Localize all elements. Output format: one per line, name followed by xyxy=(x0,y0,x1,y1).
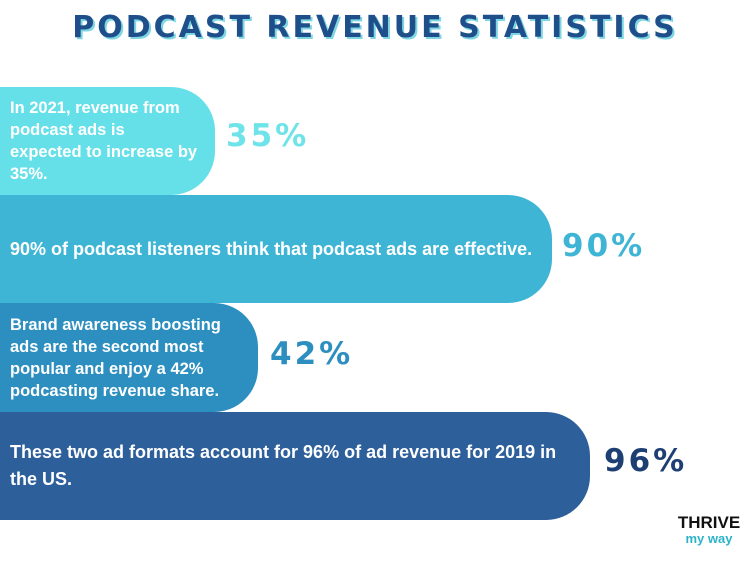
stat-bar-4: These two ad formats account for 96% of … xyxy=(0,412,590,520)
thrive-my-way-logo: THRIVE my way xyxy=(676,514,742,546)
stat-bar-3: Brand awareness boosting ads are the sec… xyxy=(0,303,258,412)
logo-bottom-text: my way xyxy=(685,531,733,546)
stat-value-1: 35% xyxy=(226,118,310,154)
stat-value-2: 90% xyxy=(562,228,646,264)
page-title: PODCAST REVENUE STATISTICS xyxy=(72,10,678,45)
logo-top-text: THRIVE xyxy=(677,513,741,532)
stat-bar-2: 90% of podcast listeners think that podc… xyxy=(0,195,552,303)
stat-value-3: 42% xyxy=(270,336,354,372)
stat-value-4: 96% xyxy=(604,443,688,479)
stat-bar-1-text: In 2021, revenue from podcast ads is exp… xyxy=(10,99,198,183)
stat-bar-1: In 2021, revenue from podcast ads is exp… xyxy=(0,87,215,195)
stat-bar-2-text: 90% of podcast listeners think that podc… xyxy=(10,238,533,259)
stat-bar-3-text: Brand awareness boosting ads are the sec… xyxy=(10,315,221,400)
stat-bar-4-text: These two ad formats account for 96% of … xyxy=(10,442,557,489)
